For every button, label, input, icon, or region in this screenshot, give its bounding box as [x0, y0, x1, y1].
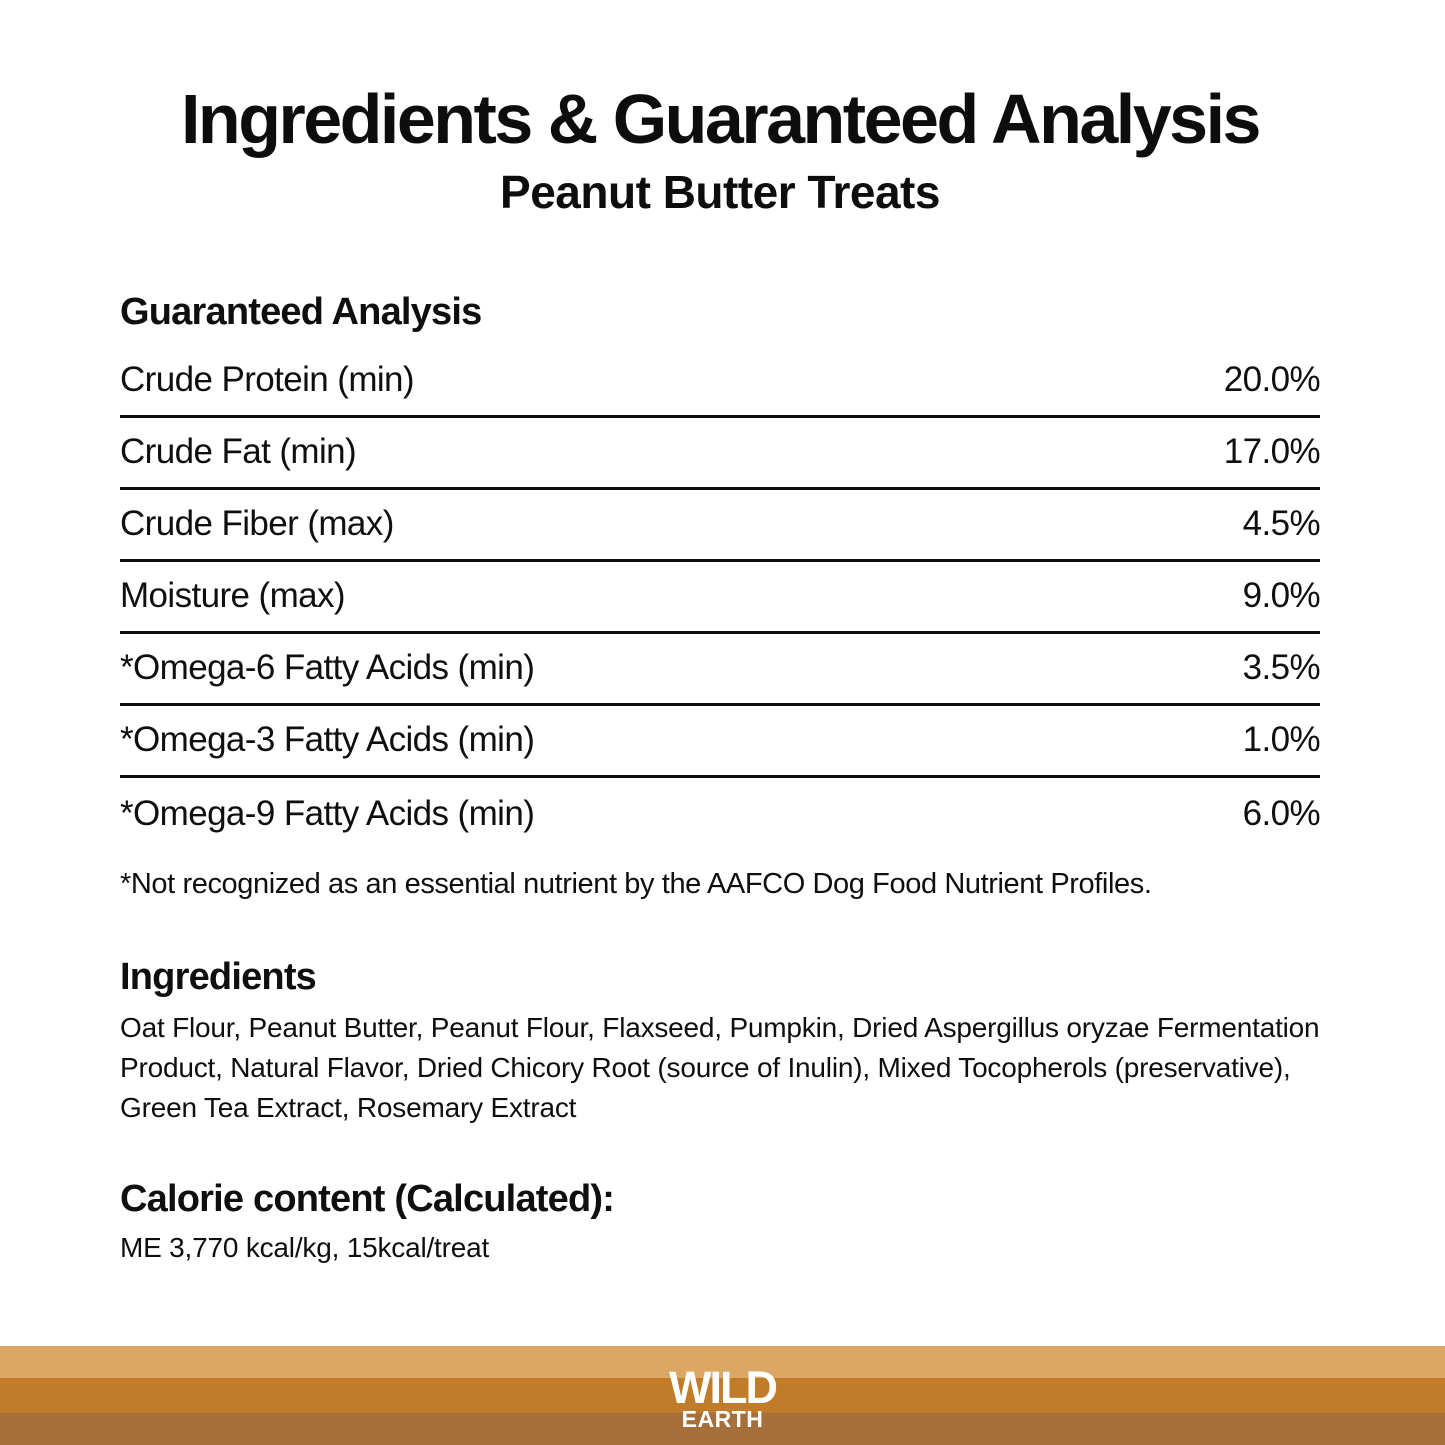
document-header: Ingredients & Guaranteed Analysis Peanut…	[120, 0, 1320, 218]
label-content: Ingredients & Guaranteed Analysis Peanut…	[120, 0, 1321, 1263]
guaranteed-analysis-table: Crude Protein (min) 20.0% Crude Fat (min…	[120, 346, 1321, 850]
table-row: Moisture (max) 9.0%	[120, 562, 1321, 634]
table-row: *Omega-9 Fatty Acids (min) 6.0%	[120, 778, 1321, 850]
footer-stripe-light	[0, 1346, 1445, 1378]
logo-wild-text: WILD	[669, 1362, 778, 1413]
ingredients-heading: Ingredients	[120, 955, 317, 998]
footer-stripe-dark	[0, 1413, 1445, 1445]
row-value: 20.0%	[1223, 360, 1321, 400]
table-row: Crude Protein (min) 20.0%	[120, 346, 1321, 418]
row-label: Moisture (max)	[120, 576, 346, 616]
row-label: Crude Fat (min)	[120, 432, 357, 472]
ingredients-list: Oat Flour, Peanut Butter, Peanut Flour, …	[120, 1011, 1320, 1123]
calorie-content-heading: Calorie content (Calculated):	[120, 1177, 615, 1220]
table-row: *Omega-3 Fatty Acids (min) 1.0%	[120, 706, 1321, 778]
calorie-content-value: ME 3,770 kcal/kg, 15kcal/treat	[120, 1231, 490, 1263]
row-value: 4.5%	[1242, 504, 1321, 544]
guaranteed-analysis-heading: Guaranteed Analysis	[120, 290, 482, 333]
row-value: 9.0%	[1242, 576, 1321, 616]
table-row: Crude Fat (min) 17.0%	[120, 418, 1321, 490]
row-label: *Omega-9 Fatty Acids (min)	[120, 793, 535, 833]
footer-stripes: WILD EARTH	[0, 1346, 1445, 1445]
table-row: *Omega-6 Fatty Acids (min) 3.5%	[120, 634, 1321, 706]
table-row: Crude Fiber (max) 4.5%	[120, 490, 1321, 562]
footer-stripe-medium	[0, 1378, 1445, 1413]
wild-earth-logo: WILD EARTH	[0, 1362, 1445, 1432]
row-label: *Omega-3 Fatty Acids (min)	[120, 720, 535, 760]
row-value: 6.0%	[1242, 793, 1321, 833]
aafco-footnote: *Not recognized as an essential nutrient…	[120, 867, 1152, 900]
row-label: Crude Protein (min)	[120, 360, 415, 400]
row-value: 17.0%	[1223, 432, 1321, 472]
page-subtitle: Peanut Butter Treats	[500, 166, 940, 218]
row-label: *Omega-6 Fatty Acids (min)	[120, 648, 535, 688]
row-value: 1.0%	[1242, 720, 1321, 760]
page-title: Ingredients & Guaranteed Analysis	[180, 80, 1262, 158]
row-label: Crude Fiber (max)	[120, 504, 394, 544]
row-value: 3.5%	[1242, 648, 1321, 688]
logo-earth-text: EARTH	[681, 1406, 764, 1432]
